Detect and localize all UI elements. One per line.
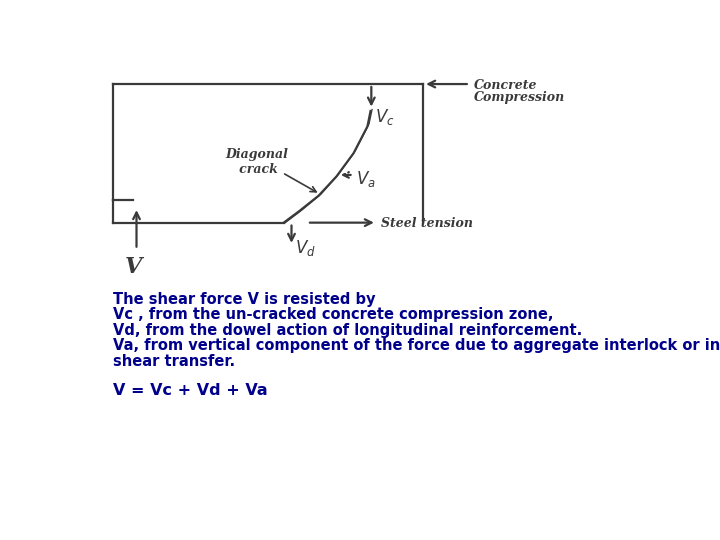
Text: Vc , from the un-cracked concrete compression zone,: Vc , from the un-cracked concrete compre… [113,307,554,322]
Text: Va, from vertical component of the force due to aggregate interlock or interface: Va, from vertical component of the force… [113,338,720,353]
Text: The shear force V is resisted by: The shear force V is resisted by [113,292,376,307]
Text: shear transfer.: shear transfer. [113,354,235,368]
Text: Steel tension: Steel tension [381,217,472,230]
Text: Concrete: Concrete [474,79,537,92]
Text: V = Vc + Vd + Va: V = Vc + Vd + Va [113,383,268,398]
Text: Diagonal
   crack: Diagonal crack [225,148,289,176]
Text: V: V [125,256,142,278]
Text: $V_d$: $V_d$ [294,238,315,258]
Text: $V_c$: $V_c$ [375,107,395,127]
Text: Vd, from the dowel action of longitudinal reinforcement.: Vd, from the dowel action of longitudina… [113,323,582,338]
Text: $V_a$: $V_a$ [356,168,376,189]
Text: Compression: Compression [474,91,565,104]
